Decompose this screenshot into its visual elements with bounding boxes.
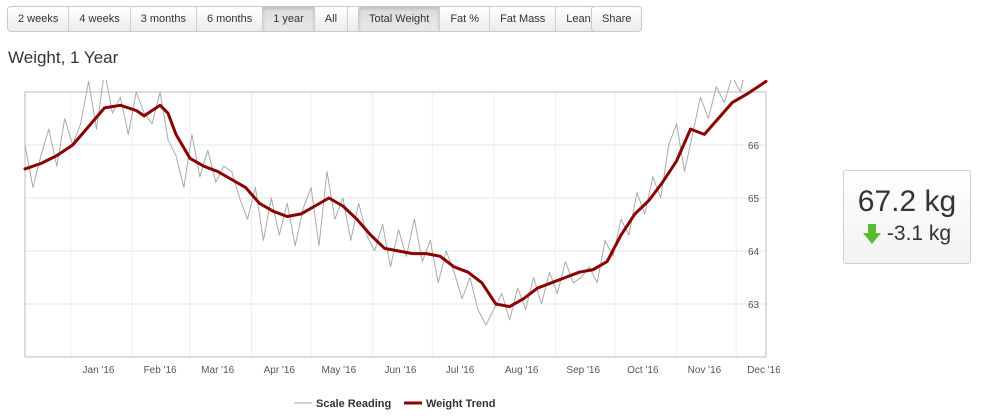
x-tick-label: Jun '16	[384, 365, 416, 376]
x-tick-label: May '16	[322, 365, 357, 376]
series-layer	[23, 80, 768, 326]
legend-label-scale-reading[interactable]: Scale Reading	[316, 398, 391, 410]
y-axis-ticks: 63 64 65 66	[748, 141, 760, 311]
plot-area-frame	[24, 91, 767, 358]
metric-button-fat-percent[interactable]: Fat %	[440, 7, 491, 31]
x-axis-ticks: Jan '16 Feb '16 Mar '16 Apr '16 May '16 Jun '…	[83, 365, 780, 376]
share-button-group: Share	[591, 6, 643, 32]
x-tick-label: Apr '16	[264, 365, 296, 376]
current-weight-value: 67.2 kg	[857, 185, 957, 218]
metric-button-group: Total Weight Fat % Fat Mass Lean Mass	[358, 6, 632, 32]
series-line-scale-reading	[24, 80, 744, 326]
y-tick-label: 65	[748, 194, 760, 205]
range-button-6-months[interactable]: 6 months	[197, 7, 264, 31]
y-tick-label: 64	[748, 247, 760, 258]
x-tick-label: Oct '16	[627, 365, 659, 376]
range-button-3-months[interactable]: 3 months	[131, 7, 197, 31]
legend-label-weight-trend[interactable]: Weight Trend	[426, 398, 495, 410]
x-tick-label: Sep '16	[566, 365, 600, 376]
range-button-1-year[interactable]: 1 year	[263, 7, 315, 31]
x-tick-label: Mar '16	[201, 365, 234, 376]
down-arrow-icon	[862, 224, 881, 244]
range-button-all[interactable]: All	[315, 7, 349, 31]
weight-summary-card: 67.2 kg -3.1 kg	[843, 170, 971, 264]
chart-grid	[25, 92, 766, 357]
series-line-weight-trend	[23, 80, 768, 309]
x-tick-label: Dec '16	[747, 365, 780, 376]
weight-chart: 63 64 65 66 Jan '16 Feb '16 Mar '16 Apr '16 May…	[23, 80, 780, 410]
weight-change-value: -3.1 kg	[886, 222, 952, 245]
metric-button-fat-mass[interactable]: Fat Mass	[490, 7, 557, 31]
range-button-2-weeks[interactable]: 2 weeks	[8, 7, 70, 31]
y-tick-label: 63	[748, 300, 760, 311]
y-tick-label: 66	[748, 141, 760, 152]
page-title: Weight, 1 Year	[8, 48, 119, 67]
range-button-group: 2 weeks 4 weeks 3 months 6 months 1 year…	[7, 6, 407, 32]
metric-button-total-weight[interactable]: Total Weight	[359, 7, 441, 31]
share-button[interactable]: Share	[602, 13, 632, 25]
x-tick-label: Jul '16	[446, 365, 475, 376]
chart-legend[interactable]: Scale Reading Weight Trend	[294, 398, 495, 410]
x-tick-label: Nov '16	[688, 365, 722, 376]
range-button-4-weeks[interactable]: 4 weeks	[69, 7, 131, 31]
x-tick-label: Feb '16	[144, 365, 177, 376]
weight-change-row: -3.1 kg	[844, 221, 970, 247]
x-tick-label: Jan '16	[83, 365, 115, 376]
x-tick-label: Aug '16	[505, 365, 539, 376]
